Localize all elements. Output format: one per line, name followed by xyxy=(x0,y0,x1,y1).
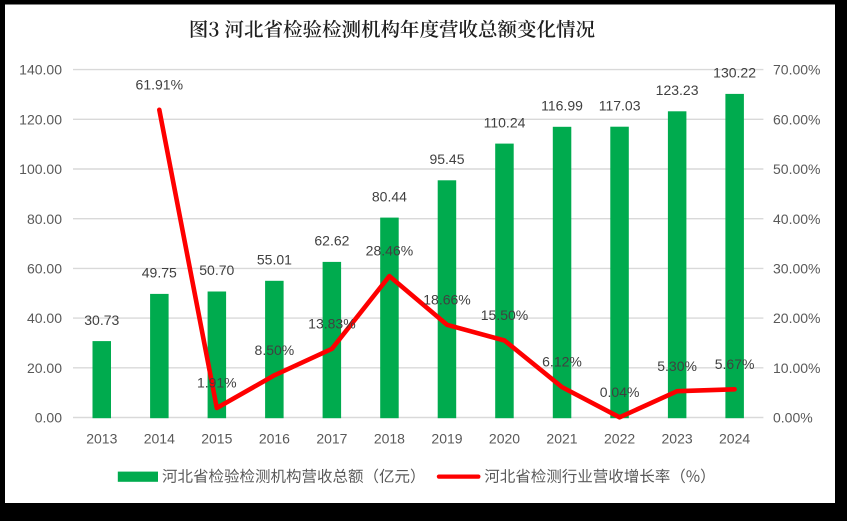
svg-text:30.00%: 30.00% xyxy=(773,261,820,277)
svg-text:5.30%: 5.30% xyxy=(657,358,697,374)
svg-text:2019: 2019 xyxy=(431,430,462,446)
svg-text:30.73: 30.73 xyxy=(84,312,119,328)
svg-text:13.83%: 13.83% xyxy=(308,315,355,331)
svg-text:60.00%: 60.00% xyxy=(773,111,820,127)
svg-text:20.00%: 20.00% xyxy=(773,310,820,326)
svg-text:62.62: 62.62 xyxy=(314,233,349,249)
svg-text:2024: 2024 xyxy=(719,430,750,446)
svg-text:120.00: 120.00 xyxy=(19,111,62,127)
svg-text:18.66%: 18.66% xyxy=(423,291,470,307)
svg-text:20.00: 20.00 xyxy=(27,360,62,376)
svg-text:50.70: 50.70 xyxy=(199,262,234,278)
svg-text:2018: 2018 xyxy=(374,430,405,446)
svg-text:0.04%: 0.04% xyxy=(600,384,640,400)
svg-text:49.75: 49.75 xyxy=(142,265,177,281)
svg-text:117.03: 117.03 xyxy=(599,97,641,113)
svg-text:8.50%: 8.50% xyxy=(255,342,295,358)
svg-text:70.00%: 70.00% xyxy=(773,62,820,78)
svg-text:0.00: 0.00 xyxy=(35,410,62,426)
svg-text:15.50%: 15.50% xyxy=(481,307,528,323)
svg-text:140.00: 140.00 xyxy=(19,62,62,78)
svg-text:2021: 2021 xyxy=(546,430,577,446)
svg-text:2023: 2023 xyxy=(662,430,693,446)
svg-text:110.24: 110.24 xyxy=(484,114,526,130)
svg-text:80.00: 80.00 xyxy=(27,211,62,227)
svg-text:40.00: 40.00 xyxy=(27,310,62,326)
svg-text:50.00%: 50.00% xyxy=(773,161,820,177)
svg-text:2022: 2022 xyxy=(604,430,635,446)
svg-text:0.00%: 0.00% xyxy=(773,410,813,426)
svg-text:10.00%: 10.00% xyxy=(773,360,820,376)
svg-text:1.91%: 1.91% xyxy=(197,375,237,391)
svg-text:55.01: 55.01 xyxy=(257,252,292,268)
svg-text:80.44: 80.44 xyxy=(372,188,407,204)
svg-text:60.00: 60.00 xyxy=(27,261,62,277)
svg-text:123.23: 123.23 xyxy=(656,82,699,98)
svg-text:40.00%: 40.00% xyxy=(773,211,820,227)
svg-text:5.67%: 5.67% xyxy=(715,356,755,372)
svg-text:2020: 2020 xyxy=(489,430,520,446)
svg-text:130.22: 130.22 xyxy=(713,65,756,81)
svg-text:6.12%: 6.12% xyxy=(542,354,582,370)
svg-text:2017: 2017 xyxy=(316,430,347,446)
svg-text:2015: 2015 xyxy=(201,430,232,446)
svg-text:2016: 2016 xyxy=(259,430,290,446)
svg-text:61.91%: 61.91% xyxy=(136,76,183,92)
svg-text:2013: 2013 xyxy=(86,430,117,446)
svg-text:28.46%: 28.46% xyxy=(366,243,413,259)
svg-text:100.00: 100.00 xyxy=(19,161,62,177)
svg-text:116.99: 116.99 xyxy=(541,98,583,114)
svg-text:2014: 2014 xyxy=(144,430,175,446)
svg-text:95.45: 95.45 xyxy=(429,151,464,167)
